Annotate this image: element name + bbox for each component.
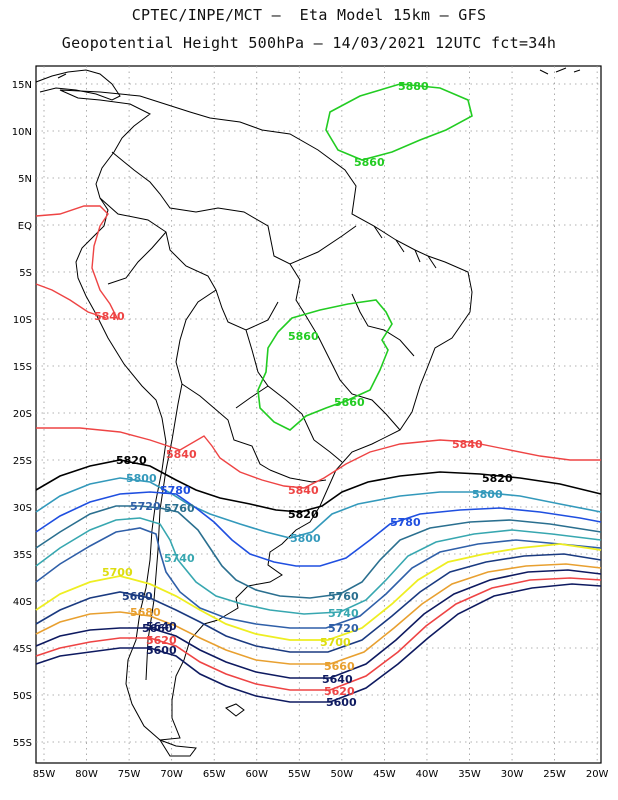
label-5840-east: 5840 (452, 438, 483, 451)
label-5740-b: 5740 (328, 607, 359, 620)
latitude-label: 40S (13, 597, 32, 608)
label-5700-b: 5700 (320, 636, 351, 649)
latitude-label: 25S (13, 456, 32, 467)
longitude-label: 75W (118, 769, 141, 780)
contour-5640 (35, 569, 602, 679)
label-5640-b: 5640 (146, 620, 177, 633)
label-5820-west: 5820 (116, 454, 147, 467)
label-5860-north: 5860 (354, 156, 385, 169)
label-5880: 5880 (398, 80, 429, 93)
latitude-label: 15S (13, 362, 32, 373)
longitude-label: 35W (458, 769, 481, 780)
label-5680-a: 5680 (122, 590, 153, 603)
chart-title-line-2: Geopotential Height 500hPa – 14/03/2021 … (61, 34, 557, 52)
label-5760-b: 5760 (328, 590, 359, 603)
label-5700-a: 5700 (102, 566, 133, 579)
label-5660-b: 5660 (142, 622, 173, 635)
label-5820-mid: 5820 (288, 508, 319, 521)
contour-5820 (35, 459, 602, 513)
label-5860-brazil-a: 5860 (288, 330, 319, 343)
label-5860-brazil-b: 5860 (334, 396, 365, 409)
caribbean-islands (57, 67, 581, 79)
latitude-label: 45S (13, 644, 32, 655)
latitude-label: 20S (13, 409, 32, 420)
contour-5840-peru (35, 205, 119, 321)
label-5600-a: 5600 (146, 644, 177, 657)
longitude-label: 40W (416, 769, 439, 780)
latitude-label: 35S (13, 550, 32, 561)
latitude-label: 10S (13, 315, 32, 326)
label-5840-peru: 5840 (94, 310, 125, 323)
longitude-label: 55W (288, 769, 311, 780)
contour-5620 (35, 577, 602, 691)
latitude-label: 5S (19, 268, 32, 279)
longitude-label: 65W (203, 769, 226, 780)
contour-5700 (35, 543, 602, 641)
contour-5780 (35, 491, 602, 567)
label-5680-b: 5680 (130, 606, 161, 619)
contour-5800 (35, 477, 602, 539)
longitude-labels: 85W 80W 75W 70W 65W 60W 55W 50W 45W 40W 35W 30W 25W 2… (33, 769, 609, 780)
label-5840-mid: 5840 (288, 484, 319, 497)
contour-5600 (35, 583, 602, 703)
longitude-label: 60W (245, 769, 268, 780)
label-5820-east: 5820 (482, 472, 513, 485)
graticule (36, 66, 601, 763)
falkland-islands (225, 703, 245, 717)
latitude-labels: 15N 10N 5N EQ 5S 10S 15S 20S 25S 30S 35S 40S 45S 50S 5… (12, 80, 32, 749)
chart-title-line-1: CPTEC/INPE/MCT – Eta Model 15km – GFS (131, 6, 487, 24)
coastlines-and-borders (35, 67, 581, 757)
latitude-label: EQ (18, 221, 32, 232)
label-5660-a: 5660 (324, 660, 355, 673)
label-5740-a: 5740 (164, 552, 195, 565)
label-5620-b: 5620 (324, 685, 355, 698)
label-5840-argentina: 5840 (166, 448, 197, 461)
contour-5740 (35, 517, 602, 615)
longitude-label: 50W (331, 769, 354, 780)
central-america-outline (35, 69, 121, 101)
label-5720-b: 5720 (328, 622, 359, 635)
label-5800-east: 5800 (472, 488, 503, 501)
label-5720-a: 5720 (130, 500, 161, 513)
label-5600-b: 5600 (326, 696, 357, 709)
latitude-label: 50S (13, 691, 32, 702)
map-frame (35, 65, 602, 764)
contour-5880 (325, 83, 473, 161)
label-5620-a: 5620 (146, 634, 177, 647)
latitude-label: 30S (13, 503, 32, 514)
contour-5860-brazil (257, 299, 393, 431)
contour-5660-orange (35, 563, 602, 665)
longitude-label: 85W (33, 769, 56, 780)
longitude-label: 45W (373, 769, 396, 780)
contour-5840 (36, 427, 601, 489)
contour-5760 (35, 505, 602, 599)
south-america-outline (59, 89, 473, 741)
latitude-label: 5N (18, 174, 32, 185)
longitude-label: 30W (501, 769, 524, 780)
label-5780-east: 5780 (390, 516, 421, 529)
latitude-label: 10N (12, 127, 32, 138)
longitude-label: 80W (75, 769, 98, 780)
tierra-del-fuego (158, 739, 197, 757)
contour-5720 (35, 527, 602, 629)
label-5780-west: 5780 (160, 484, 191, 497)
label-5800-mid: 5800 (290, 532, 321, 545)
label-5800-west: 5800 (126, 472, 157, 485)
longitude-label: 25W (543, 769, 566, 780)
label-5640-a: 5640 (322, 673, 353, 686)
latitude-label: 55S (13, 738, 32, 749)
longitude-label: 70W (160, 769, 183, 780)
longitude-label: 20W (586, 769, 609, 780)
label-5760-a: 5760 (164, 502, 195, 515)
country-borders (99, 151, 437, 681)
contour-5680 (35, 553, 602, 653)
latitude-label: 15N (12, 80, 32, 91)
